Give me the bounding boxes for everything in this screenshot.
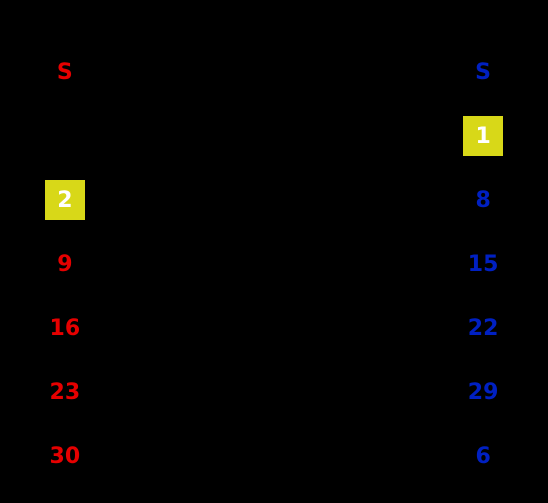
calendar-cell[interactable]: 23 [30,360,100,424]
day-number: 29 [322,116,365,156]
calendar-cell[interactable]: 25 [169,360,239,424]
day-number: 28 [392,372,435,412]
day-number: 19 [253,308,296,348]
calendar-cell[interactable]: 2 [169,424,239,488]
calendar-cell[interactable]: 26 [239,360,309,424]
calendar-cell[interactable]: 27 [169,104,239,168]
calendar-cell[interactable]: 21 [379,296,449,360]
day-number: 23 [44,372,87,412]
calendar-cell[interactable]: 5 [379,424,449,488]
calendar-cell[interactable]: 29 [448,360,518,424]
day-number: 13 [322,244,365,284]
calendar-row: 16 17 18 19 20 21 22 [30,296,518,360]
day-number: 12 [253,244,296,284]
day-number: 17 [113,308,156,348]
day-number: 21 [392,308,435,348]
day-header-6: S [448,40,518,104]
day-number: 22 [462,308,505,348]
calendar-cell[interactable]: 12 [239,232,309,296]
calendar-cell[interactable]: 24 [100,360,170,424]
calendar-cell[interactable]: 14 [379,232,449,296]
day-number: 14 [392,244,435,284]
calendar-cell[interactable]: 27 [309,360,379,424]
calendar-cell[interactable]: 30 [30,424,100,488]
calendar-cell[interactable]: 10 [100,232,170,296]
calendar-cell[interactable]: 17 [100,296,170,360]
day-header-2: T [169,40,239,104]
calendar-cell[interactable]: 5 [239,168,309,232]
calendar-cell[interactable]: 28 [239,104,309,168]
day-number: 3 [254,436,294,476]
day-number: 18 [183,308,226,348]
calendar-cell[interactable]: 8 [448,168,518,232]
day-number: 9 [45,244,85,284]
calendar-cell[interactable]: 19 [239,296,309,360]
calendar-row: 23 24 25 26 27 28 29 [30,360,518,424]
day-number: 3 [115,180,155,220]
calendar-cell[interactable]: 16 [30,296,100,360]
calendar-cell[interactable]: 15 [448,232,518,296]
calendar-cell[interactable]: 6 [448,424,518,488]
calendar-cell[interactable]: 4 [169,168,239,232]
day-header-0: S [30,40,100,104]
calendar-cell[interactable]: 29 [309,104,379,168]
calendar-cell[interactable]: 22 [448,296,518,360]
day-number: 27 [322,372,365,412]
day-header-4: T [309,40,379,104]
day-header-5: F [379,40,449,104]
calendar-cell[interactable]: 3 [100,168,170,232]
calendar-cell[interactable]: 20 [309,296,379,360]
day-number: 24 [113,372,156,412]
day-number: 10 [113,244,156,284]
day-header-3: W [239,40,309,104]
day-number: 11 [183,244,226,284]
day-number: 1 [115,436,155,476]
day-number: 7 [393,180,433,220]
day-number: 4 [184,180,224,220]
day-header-1: M [100,40,170,104]
calendar-cell[interactable]: 1 [100,424,170,488]
day-number: 30 [44,436,87,476]
calendar-table: SMTWTFS 26272829301234567891011121314151… [30,40,518,488]
day-number: 6 [324,180,364,220]
day-number: 1 [463,116,503,156]
calendar-cell[interactable]: 18 [169,296,239,360]
day-number: 2 [184,436,224,476]
day-number: 4 [324,436,364,476]
day-number: 2 [45,180,85,220]
calendar-row: 26 27 28 29 30 1 [30,104,518,168]
day-number: 5 [393,436,433,476]
calendar-cell[interactable]: 4 [309,424,379,488]
day-number: 20 [322,308,365,348]
day-number: 15 [462,244,505,284]
day-number: 28 [253,116,296,156]
calendar-row: 9 10 11 12 13 14 15 [30,232,518,296]
calendar-cell[interactable]: 28 [379,360,449,424]
calendar-cell[interactable] [30,104,100,168]
calendar-cell[interactable]: 13 [309,232,379,296]
day-number: 8 [463,180,503,220]
calendar-row: 30 123456 [30,424,518,488]
day-number: 27 [183,116,226,156]
day-number: 30 [392,116,435,156]
calendar-cell[interactable]: 9 [30,232,100,296]
day-number: 26 [113,116,156,156]
calendar-cell[interactable]: 26 [100,104,170,168]
calendar-cell[interactable]: 30 [379,104,449,168]
day-number: 5 [254,180,294,220]
calendar-cell[interactable]: 1 [448,104,518,168]
calendar-cell[interactable]: 11 [169,232,239,296]
calendar-widget: SMTWTFS 26272829301234567891011121314151… [0,0,548,503]
calendar-cell[interactable]: 6 [309,168,379,232]
day-number: 26 [253,372,296,412]
day-number: 16 [44,308,87,348]
day-number: 25 [183,372,226,412]
calendar-cell[interactable]: 3 [239,424,309,488]
calendar-cell[interactable]: 2 [30,168,100,232]
calendar-row: 2345678 [30,168,518,232]
calendar-cell[interactable]: 7 [379,168,449,232]
day-number: 6 [463,436,503,476]
day-number: 29 [462,372,505,412]
calendar-header-row: SMTWTFS [30,40,518,104]
